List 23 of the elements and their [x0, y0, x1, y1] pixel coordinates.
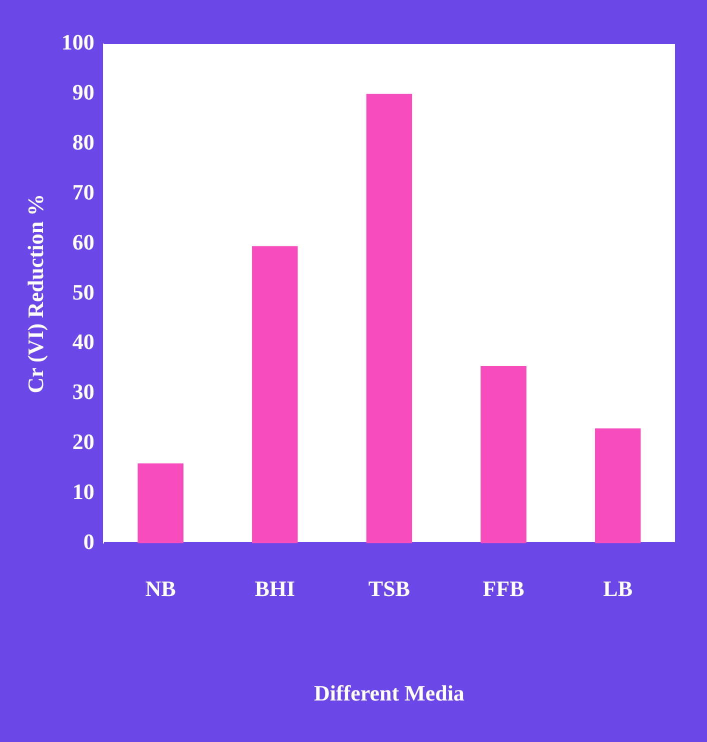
y-tick-label: 80: [72, 130, 94, 155]
y-tick-label: 40: [72, 329, 94, 354]
x-axis-title: Different Media: [314, 680, 464, 706]
y-tick-label: 20: [72, 429, 94, 454]
y-tick-label: 70: [72, 179, 94, 204]
y-tick-label: 100: [61, 30, 94, 55]
y-tick-label: 0: [83, 528, 94, 554]
bar: [594, 428, 641, 544]
x-tick-label: NB: [145, 576, 176, 602]
x-tick-label: FFB: [482, 576, 525, 602]
y-tick-label: 50: [72, 279, 94, 304]
bar: [138, 463, 184, 544]
y-tick-label: 10: [72, 478, 94, 504]
y-tick-label: 30: [72, 379, 94, 404]
x-tick-label: TSB: [368, 576, 410, 602]
y-tick-label: 90: [72, 80, 94, 105]
y-axis-title: Cr (VI) Reduction %: [22, 194, 48, 394]
x-tick-label: LB: [603, 576, 633, 602]
y-tick-label: 60: [72, 229, 94, 254]
bar: [480, 366, 526, 544]
bar: [366, 94, 412, 544]
x-tick-label: BHI: [254, 576, 296, 602]
bar: [252, 246, 298, 544]
